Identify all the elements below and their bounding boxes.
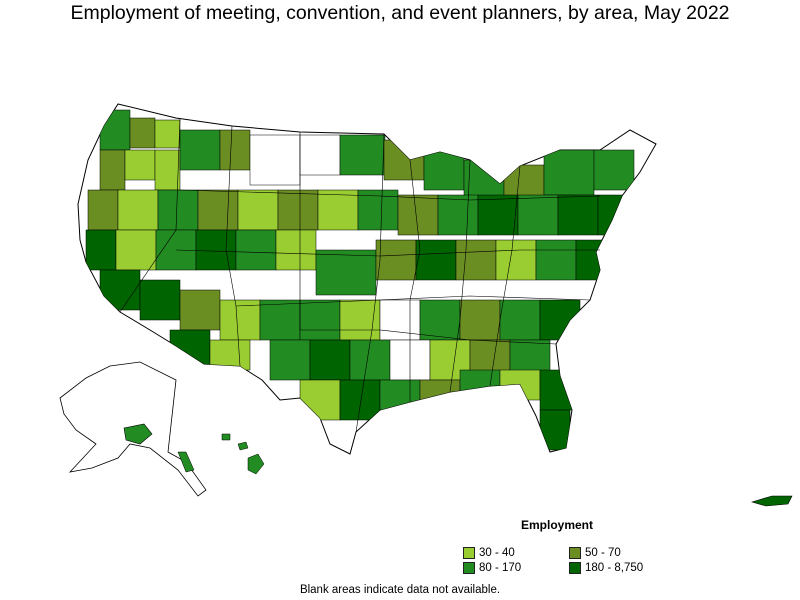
area-region (317, 189, 359, 231)
area-region (459, 299, 501, 341)
hawaii-oahu (221, 433, 231, 441)
area-region (115, 229, 157, 271)
area-region (517, 194, 559, 236)
area-region (593, 149, 635, 191)
area-region (169, 329, 211, 371)
area-region (235, 229, 277, 271)
area-region (259, 299, 301, 341)
area-region (219, 299, 261, 341)
area-region (375, 239, 417, 281)
area-region (154, 119, 181, 149)
area-region (299, 134, 341, 176)
area-region (99, 269, 141, 311)
area-region (423, 149, 465, 191)
area-region (557, 194, 599, 236)
legend-label: 80 - 170 (479, 562, 522, 574)
area-region (275, 229, 317, 271)
puerto-rico (750, 495, 793, 507)
area-region (139, 279, 181, 321)
area-region (383, 139, 425, 181)
area-region (415, 239, 457, 281)
alaska (59, 361, 207, 497)
alaska-region-anchorage (123, 423, 153, 445)
area-region (315, 249, 377, 296)
area-region (349, 339, 391, 381)
legend-item-80-170: 80 - 170 (463, 561, 521, 575)
map-title: Employment of meeting, convention, and e… (70, 2, 730, 24)
area-region (419, 299, 461, 341)
area-region (477, 194, 519, 236)
area-region (339, 299, 381, 341)
area-region (539, 369, 581, 411)
area-region (299, 379, 341, 421)
area-region (575, 239, 607, 281)
area-region (237, 189, 279, 231)
hawaii-maui (237, 441, 249, 451)
area-region (379, 379, 421, 411)
area-region (99, 149, 126, 191)
area-region (309, 339, 351, 381)
area-region (179, 289, 221, 331)
area-region (99, 109, 131, 151)
area-region (299, 299, 341, 341)
area-region (85, 229, 117, 271)
area-region (195, 229, 237, 271)
legend-swatch (463, 562, 475, 574)
legend-label: 50 - 70 (585, 547, 621, 559)
area-region (339, 379, 381, 421)
legend-item-50-70: 50 - 70 (569, 546, 621, 560)
area-region (154, 149, 181, 191)
area-region (539, 299, 581, 341)
alaska-region-juneau (177, 451, 195, 473)
legend-label: 30 - 40 (479, 547, 515, 559)
area-region (437, 194, 479, 236)
area-region (455, 239, 497, 281)
legend-item-30-40: 30 - 40 (463, 546, 515, 560)
area-region (539, 409, 571, 451)
area-region (87, 189, 119, 231)
legend-swatch (569, 562, 581, 574)
area-region (495, 239, 537, 281)
continental-us (77, 103, 657, 455)
area-region (339, 134, 386, 176)
puerto-rico-outline (750, 495, 793, 507)
area-region (459, 369, 501, 401)
area-region (117, 189, 159, 231)
area-region (129, 117, 156, 149)
area-region (499, 299, 541, 341)
area-region (124, 149, 156, 181)
area-region (197, 189, 239, 231)
area-region (277, 189, 319, 231)
area-region (597, 194, 629, 236)
legend-item-180-8750: 180 - 8,750 (569, 561, 643, 575)
area-region (179, 129, 221, 171)
area-region (219, 129, 251, 171)
area-region (269, 339, 311, 381)
area-region (157, 189, 199, 231)
area-region (535, 239, 577, 281)
legend-swatch (569, 547, 581, 559)
state-boundaries (119, 117, 601, 433)
area-region (543, 149, 595, 196)
legend-title: Employment (521, 518, 594, 532)
area-region (249, 134, 301, 186)
area-region (397, 194, 439, 236)
footnote: Blank areas indicate data not available. (299, 584, 501, 596)
hawaii-big-island (247, 453, 265, 475)
legend-label: 180 - 8,750 (585, 562, 644, 574)
legend-swatch (463, 547, 475, 559)
hawaii (221, 433, 265, 475)
